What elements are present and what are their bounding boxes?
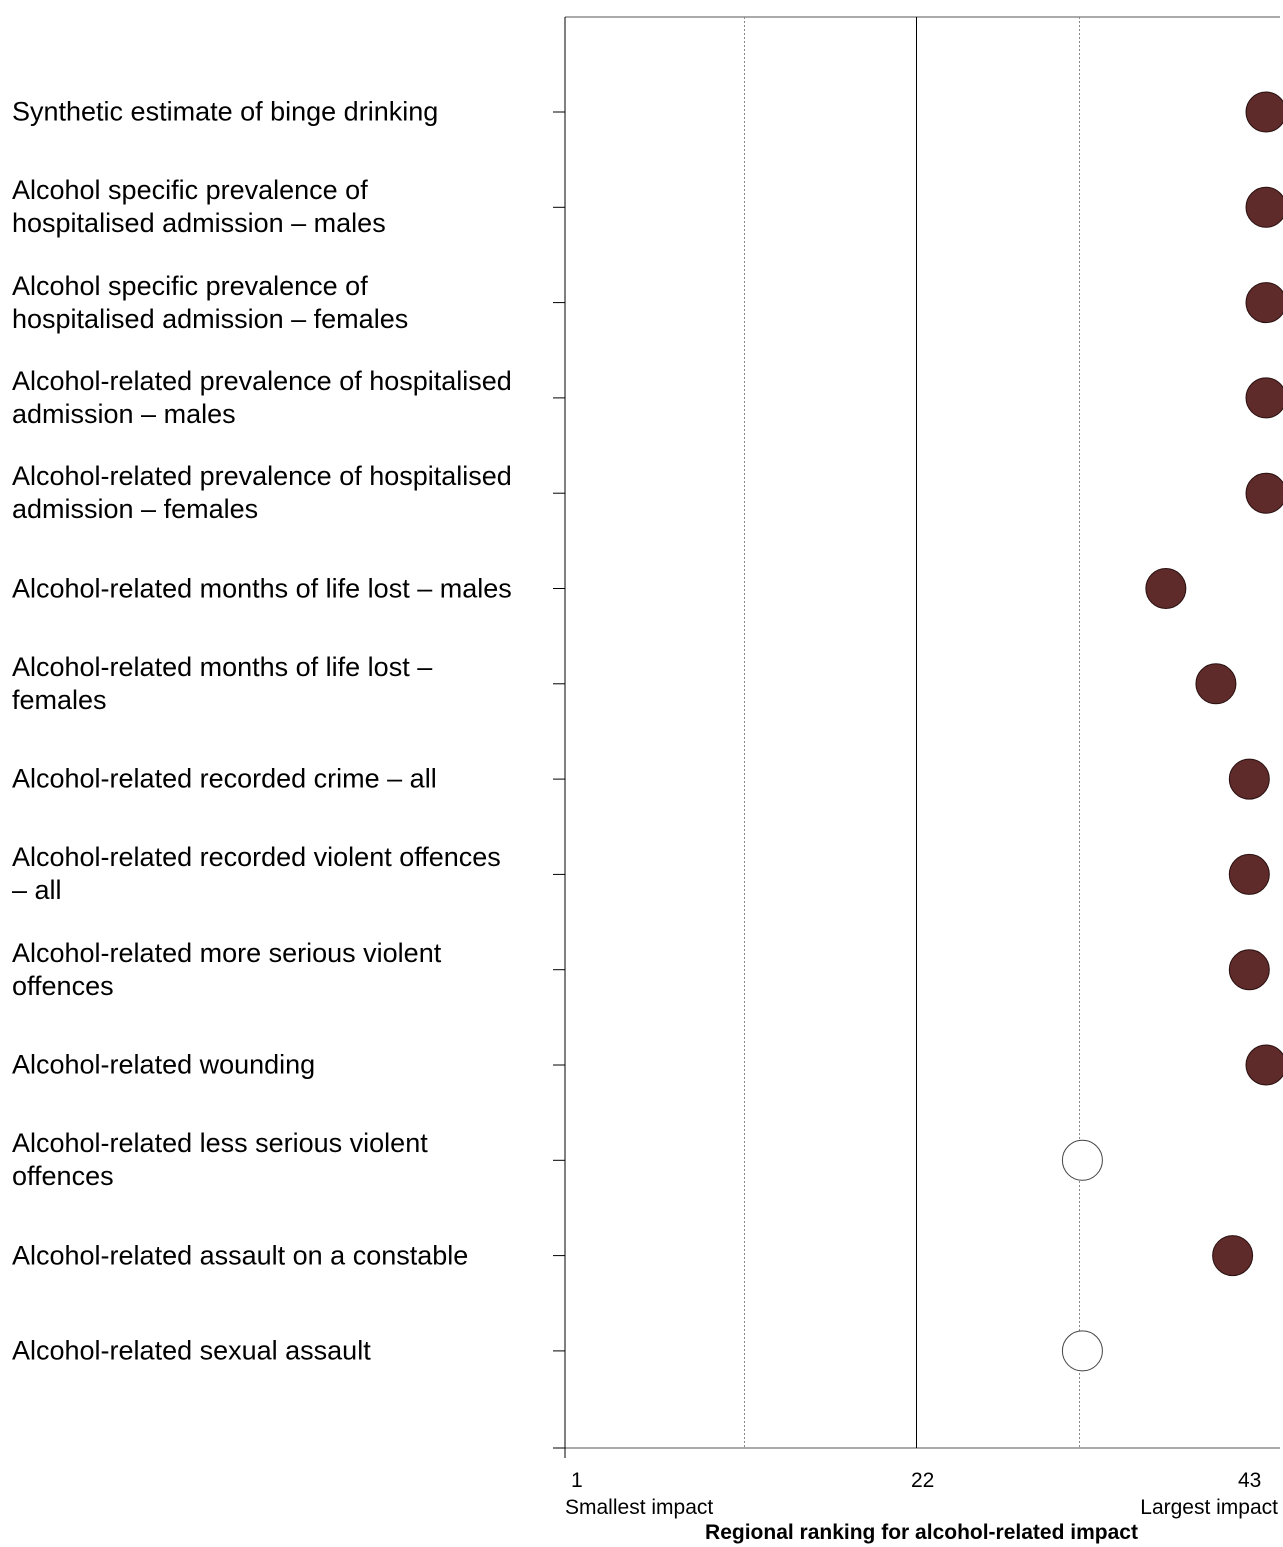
category-label-5: Alcohol-related prevalence of hospitalis…	[12, 461, 512, 525]
category-label-14: Alcohol-related sexual assault	[12, 1335, 371, 1366]
data-point-2	[1245, 186, 1283, 228]
data-point-5	[1245, 472, 1283, 514]
data-point-11	[1245, 1044, 1283, 1086]
data-point-1	[1245, 91, 1283, 133]
x-end-label-left: Smallest impact	[565, 1496, 714, 1519]
data-point-14	[1061, 1330, 1103, 1372]
category-label-1: Synthetic estimate of binge drinking	[12, 96, 439, 127]
category-label-8: Alcohol-related recorded crime – all	[12, 763, 437, 794]
category-label-13: Alcohol-related assault on a constable	[12, 1240, 469, 1271]
category-label-4: Alcohol-related prevalence of hospitalis…	[12, 365, 512, 429]
x-end-label-right: Largest impact	[1140, 1496, 1278, 1519]
category-label-10: Alcohol-related more serious violent off…	[12, 937, 442, 1001]
x-tick-label-min: 1	[571, 1469, 583, 1492]
x-tick-label-mid: 22	[911, 1469, 935, 1492]
category-label-11: Alcohol-related wounding	[12, 1049, 316, 1080]
x-axis-title: Regional ranking for alcohol-related imp…	[705, 1521, 1138, 1544]
category-label-7: Alcohol-related months of life lost – fe…	[12, 651, 433, 715]
data-point-8	[1228, 758, 1270, 800]
data-point-13	[1212, 1235, 1254, 1277]
category-label-3: Alcohol specific prevalence of hospitali…	[12, 270, 409, 334]
category-label-6: Alcohol-related months of life lost – ma…	[12, 573, 512, 603]
data-point-10	[1228, 949, 1270, 991]
category-label-9: Alcohol-related recorded violent offence…	[12, 842, 501, 906]
data-point-7	[1195, 663, 1237, 705]
data-point-4	[1245, 377, 1283, 419]
data-point-3	[1245, 282, 1283, 324]
data-point-6	[1145, 568, 1187, 609]
category-label-2: Alcohol specific prevalence of hospitali…	[12, 175, 386, 239]
x-tick-label-max: 43	[1238, 1469, 1262, 1492]
data-point-12	[1061, 1139, 1103, 1181]
data-point-9	[1228, 853, 1270, 895]
category-label-12: Alcohol-related less serious violent off…	[12, 1128, 428, 1192]
